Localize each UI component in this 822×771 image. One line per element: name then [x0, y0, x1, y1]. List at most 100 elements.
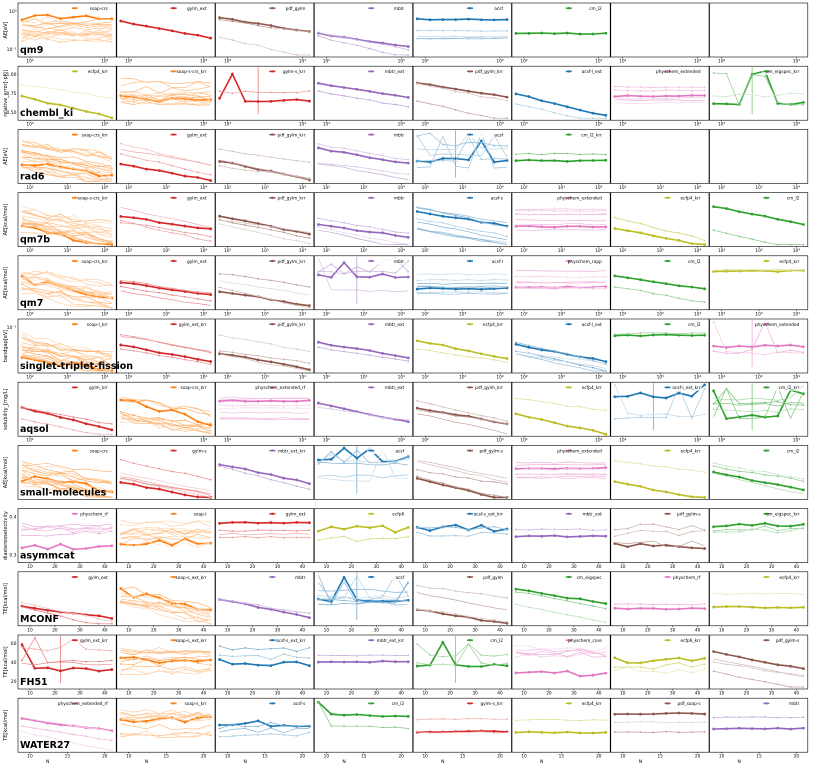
data-point [184, 233, 186, 236]
data-point [764, 669, 766, 672]
data-point [119, 732, 122, 735]
data-point [493, 97, 496, 99]
data-point [368, 89, 372, 93]
data-point [441, 526, 444, 528]
data-point [46, 423, 49, 426]
data-point [329, 525, 333, 529]
data-point [317, 34, 320, 37]
data-point [515, 275, 517, 278]
data-point [269, 521, 273, 525]
data-point [712, 465, 715, 468]
data-point [308, 304, 311, 308]
data-point [678, 721, 680, 724]
data-point [407, 455, 410, 458]
series-line [417, 285, 508, 288]
data-point [317, 273, 320, 277]
data-point [725, 531, 728, 533]
data-point [368, 461, 371, 464]
series-line [219, 645, 310, 652]
data-point [506, 279, 508, 281]
data-point [244, 353, 247, 356]
data-point [591, 32, 595, 36]
data-point [441, 663, 444, 666]
data-point [157, 351, 161, 355]
series-line [713, 670, 804, 688]
x-tick-label: 20 [645, 564, 651, 570]
data-point [33, 85, 36, 88]
data-point [231, 353, 234, 357]
series-line [713, 205, 804, 226]
data-point [20, 18, 24, 22]
data-point [244, 646, 247, 649]
data-point [209, 422, 212, 425]
series-line [417, 526, 508, 531]
data-point [394, 417, 397, 420]
data-point [231, 289, 234, 292]
data-point [725, 593, 728, 596]
data-point [703, 712, 706, 716]
data-point [553, 32, 556, 36]
x-tick-label: 10 [324, 691, 330, 697]
data-point [725, 269, 728, 273]
data-point [725, 605, 728, 608]
panel-frame [709, 508, 809, 563]
data-point [690, 672, 693, 674]
data-point [515, 153, 517, 156]
x-tick-label: 10⁴ [200, 248, 207, 254]
data-point [368, 714, 372, 717]
data-point [244, 42, 247, 45]
series-line [417, 340, 508, 360]
data-point [184, 168, 186, 171]
data-point [737, 655, 741, 659]
data-point [368, 349, 372, 352]
series-line [21, 222, 112, 243]
data-point [145, 284, 148, 288]
data-point [231, 465, 234, 469]
data-point [184, 472, 186, 475]
data-point [282, 521, 286, 525]
legend-label: gylm_ext [187, 6, 207, 12]
x-tick-label: 10⁴ [496, 185, 503, 191]
series-line [219, 215, 310, 235]
data-point [132, 482, 136, 486]
data-point [776, 483, 780, 487]
legend-marker [468, 449, 472, 452]
data-point [20, 546, 24, 550]
legend-label: cm_eigspec [577, 575, 603, 581]
data-point [802, 726, 805, 730]
data-point [20, 163, 24, 167]
data-point [515, 287, 517, 290]
x-tick-label: 20 [546, 627, 552, 633]
legend-box [564, 447, 603, 454]
data-point [20, 643, 24, 647]
data-point [527, 152, 530, 155]
data-point [764, 593, 766, 595]
panel-frame [610, 318, 710, 374]
data-point [209, 363, 212, 366]
legend-marker [172, 575, 175, 579]
series-line [515, 534, 606, 538]
data-point [381, 726, 384, 729]
legend-label: cm_l2 [392, 701, 405, 707]
data-point [71, 418, 75, 422]
series-line [318, 448, 409, 482]
x-tick-label: 10² [323, 59, 330, 65]
series-line [21, 469, 112, 492]
data-point [579, 276, 582, 279]
x-tick-label: 10⁴ [496, 375, 503, 381]
data-point [270, 404, 272, 407]
data-point [416, 160, 419, 163]
data-point [712, 205, 715, 209]
data-point [626, 394, 630, 398]
data-point [703, 663, 706, 666]
series-line [120, 481, 211, 499]
legend-label: mbtr [789, 701, 800, 707]
legend-marker [73, 133, 77, 136]
series-line [614, 460, 705, 473]
data-point [690, 285, 694, 289]
x-tick-label: 10² [619, 438, 626, 444]
data-point [429, 159, 431, 162]
data-point [725, 72, 728, 75]
series-line [219, 398, 310, 400]
